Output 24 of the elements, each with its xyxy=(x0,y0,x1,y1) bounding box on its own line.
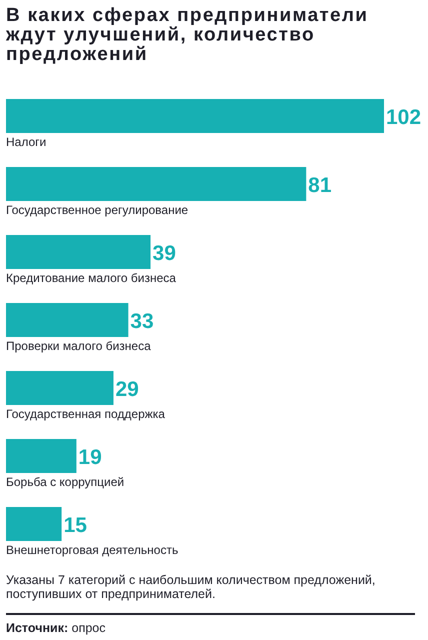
y-tick-label: Проверки малого бизнеса xyxy=(6,339,152,353)
annotation: Указаны 7 категорий с наибольшим количеством предложений, поступивших от предпринимателей. xyxy=(6,573,376,601)
y-tick-label: Кредитование малого бизнеса xyxy=(6,271,176,285)
bar xyxy=(6,167,306,201)
data-label: 15 xyxy=(64,514,88,537)
y-tick-label: Государственное регулирование xyxy=(6,203,188,217)
data-label: 29 xyxy=(115,378,139,401)
chart-title: В каких сферах предприниматели ждут улучшений, количество предложений xyxy=(5,5,368,65)
data-label: 19 xyxy=(78,446,102,469)
data-label: 81 xyxy=(308,174,332,197)
text: Источник: опрос xyxy=(6,621,106,635)
data-label: 39 xyxy=(152,242,176,265)
bar xyxy=(6,235,151,269)
data-label: 102 xyxy=(386,106,422,129)
y-tick-label: Налоги xyxy=(6,135,46,149)
bar xyxy=(6,99,384,133)
bar xyxy=(6,439,76,473)
y-tick-label: Борьба с коррупцией xyxy=(6,475,124,489)
y-tick-label: Внешнеторговая деятельность xyxy=(6,543,178,557)
y-tick-label: Государственная поддержка xyxy=(6,407,166,421)
bar xyxy=(6,371,114,405)
data-label: 33 xyxy=(130,310,154,333)
bar xyxy=(6,507,62,541)
bar xyxy=(6,303,128,337)
